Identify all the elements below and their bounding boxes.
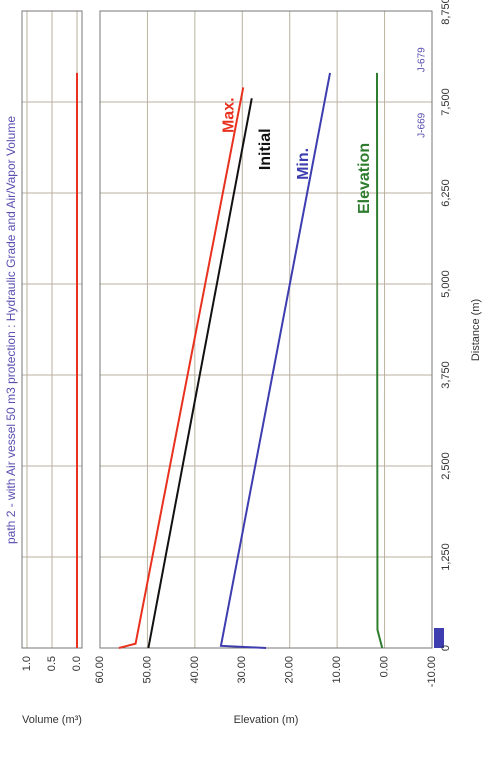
elevation-axis-label: Elevation (m): [234, 714, 299, 726]
x-tick-label: 7,500: [440, 88, 452, 116]
series-label: Initial: [257, 128, 274, 170]
y-tick-label: 60.00: [94, 656, 106, 684]
y-tick-label: -10.00: [426, 656, 438, 687]
x-tick-label: 1,250: [440, 543, 452, 571]
node-highlight: [434, 628, 444, 648]
node-label: J-679: [417, 47, 428, 72]
series-label: Elevation: [356, 143, 373, 214]
y-tick-label: 20.00: [284, 656, 296, 684]
series-label: Max.: [220, 97, 237, 133]
series-line: [375, 72, 384, 649]
series-line: [147, 98, 253, 649]
x-tick-label: 2,500: [440, 452, 452, 480]
series-line: [219, 72, 332, 649]
x-tick-label: 5,000: [440, 270, 452, 298]
y-tick-label: 10.00: [331, 656, 343, 684]
plot-frame: [99, 10, 433, 649]
x-tick-label: 8,750: [440, 0, 452, 25]
series-label: Min.: [295, 148, 312, 180]
y-tick-label: 40.00: [189, 656, 201, 684]
y-tick-label: 50.00: [141, 656, 153, 684]
volume-axis-label: Volume (m³): [22, 714, 82, 726]
plot-frame: [21, 10, 83, 649]
node-label: J-669: [417, 112, 428, 137]
y-tick-label: 0.0: [71, 656, 83, 671]
x-tick-label: 3,750: [440, 361, 452, 389]
y-tick-label: 0.5: [46, 656, 58, 671]
x-axis-label: Distance (m): [470, 299, 482, 361]
y-tick-label: 30.00: [236, 656, 248, 684]
x-tick-label: 6,250: [440, 179, 452, 207]
x-tick-label: 0: [440, 645, 452, 651]
chart-title: path 2 - with Air vessel 50 m3 protectio…: [4, 116, 18, 544]
y-tick-label: 0.00: [378, 656, 390, 677]
series-line: [118, 87, 245, 649]
y-tick-label: 1.0: [21, 656, 33, 671]
